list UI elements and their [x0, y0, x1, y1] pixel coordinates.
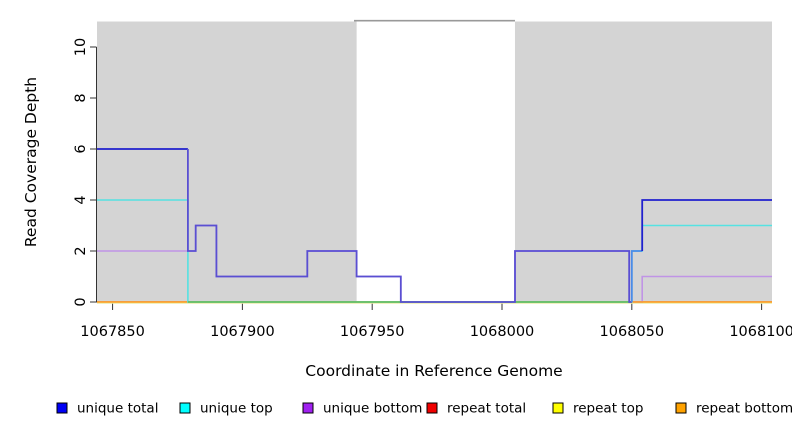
x-tick-label: 1067900: [210, 324, 275, 340]
legend-label-unique-top: unique top: [200, 401, 273, 417]
legend-label-repeat-bottom: repeat bottom: [696, 401, 792, 417]
x-tick-label: 1068000: [470, 324, 535, 340]
x-tick-label: 1068100: [729, 324, 792, 340]
y-tick-label: 0: [73, 297, 89, 306]
x-tick-label: 1067850: [80, 324, 145, 340]
legend-swatch-repeat-total: [426, 402, 438, 414]
x-tick-label: 1068050: [600, 324, 665, 340]
series-line-unique-total: [641, 199, 772, 251]
legend-label-unique-bottom: unique bottom: [323, 401, 422, 417]
masked-region: [514, 21, 772, 302]
chart-built-content: 0 2 4 6 8 10 1067850 1067900 1067950 1068000 10680…: [56, 19, 792, 417]
legend-swatch-repeat-bottom: [675, 402, 687, 414]
masked-region: [97, 21, 357, 302]
legend-swatch-repeat-top: [552, 402, 564, 414]
series-line-unique-total: [187, 149, 632, 303]
y-tick-label: 8: [73, 93, 89, 102]
legend-swatch-unique-bottom: [302, 402, 314, 414]
legend-label-repeat-total: repeat total: [447, 401, 526, 417]
y-tick-label: 10: [73, 38, 89, 56]
legend-swatch-unique-top: [179, 402, 191, 414]
x-axis-title: Coordinate in Reference Genome: [305, 362, 562, 380]
series-line-unique-total: [630, 250, 643, 302]
y-tick-label: 2: [73, 246, 89, 255]
legend-label-repeat-top: repeat top: [573, 401, 643, 417]
legend-label-unique-total: unique total: [77, 401, 158, 417]
y-tick-label: 6: [73, 144, 89, 153]
legend-swatch-unique-total: [56, 402, 68, 414]
y-tick-label: 4: [73, 195, 89, 204]
y-axis-title: Read Coverage Depth: [22, 77, 40, 247]
x-tick-label: 1067950: [340, 324, 405, 340]
